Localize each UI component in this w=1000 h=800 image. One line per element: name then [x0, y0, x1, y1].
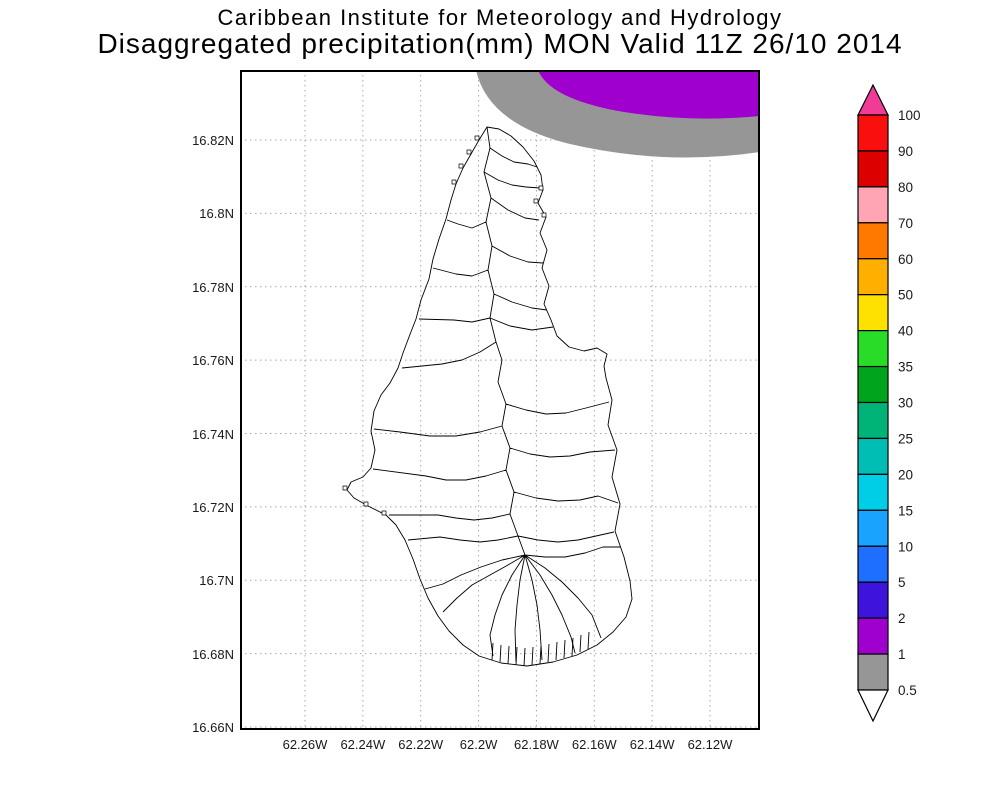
colorbar-label: 35: [898, 360, 913, 375]
colorbar-label: 5: [898, 575, 906, 590]
colorbar-segment: [857, 437, 889, 475]
colorbar: 100 90 80 70 60 50 40 35 30 25 20 15 10 5 2 1 0.5: [857, 84, 921, 723]
colorbar-segment: [857, 509, 889, 547]
colorbar-segment: [857, 545, 889, 583]
lon-tick-label: 62.26W: [282, 737, 328, 752]
colorbar-arrow-below-min: [857, 689, 889, 723]
lat-tick-label: 16.76N: [192, 353, 234, 369]
lon-tick-label: 62.18W: [514, 737, 559, 752]
lat-tick-label: 16.7N: [199, 573, 234, 589]
colorbar-label: 15: [898, 503, 913, 518]
lat-tick-label: 16.8N: [199, 206, 234, 222]
lat-tick-label: 16.78N: [192, 279, 234, 295]
colorbar-segment: [857, 401, 889, 440]
colorbar-label: 0.5: [898, 683, 917, 698]
colorbar-label: 10: [898, 539, 913, 554]
lat-tick-label: 16.72N: [192, 499, 234, 515]
map-plot-area: [240, 70, 760, 730]
colorbar-label: 50: [898, 288, 913, 303]
colorbar-arrow-above-max: [857, 84, 889, 116]
lon-tick-label: 62.2W: [459, 737, 498, 752]
colorbar-label: 60: [898, 252, 913, 267]
coast-grid-markers: [342, 135, 547, 516]
lat-tick-label: 16.68N: [192, 646, 234, 662]
lat-tick-label: 16.82N: [192, 133, 234, 148]
colorbar-segment: [857, 150, 889, 188]
colorbar-segment: [857, 653, 889, 691]
south-coast-drainage-fringe: [491, 631, 590, 667]
colorbar-segment: [857, 365, 889, 404]
lon-tick-label: 62.14W: [629, 737, 675, 752]
colorbar-label: 2: [898, 611, 906, 626]
lon-tick-label: 62.12W: [687, 737, 733, 752]
colorbar-segment: [857, 186, 889, 224]
colorbar-segment: [857, 330, 889, 368]
colorbar-segment: [857, 114, 889, 152]
gridlines-group: [240, 70, 760, 730]
colorbar-label: 100: [898, 108, 921, 123]
colorbar-segment: [857, 222, 889, 260]
colorbar-segment: [857, 258, 889, 296]
colorbar-label: 80: [898, 180, 913, 195]
lon-tick-label: 62.24W: [340, 737, 386, 752]
plot-title: Disaggregated precipitation(mm) MON Vali…: [97, 28, 903, 59]
lon-tick-label: 62.16W: [571, 737, 617, 752]
precip-region-1-2mm: [538, 70, 760, 119]
colorbar-label: 25: [898, 431, 913, 446]
colorbar-segment: [857, 581, 889, 619]
map-svg: [240, 70, 760, 730]
island-montserrat: [342, 126, 633, 667]
plot-frame: [240, 70, 760, 730]
island-coastline: [346, 126, 633, 667]
lat-tick-label: 16.66N: [192, 720, 234, 735]
colorbar-segment: [857, 294, 889, 332]
lat-tick-label: 16.74N: [192, 426, 234, 442]
colorbar-segment: [857, 617, 889, 655]
colorbar-label: 1: [898, 647, 906, 662]
colorbar-label: 40: [898, 324, 913, 339]
colorbar-label: 70: [898, 216, 913, 231]
colorbar-label: 90: [898, 144, 913, 159]
colorbar-segment: [857, 473, 889, 511]
colorbar-label: 20: [898, 467, 913, 482]
institute-title: Caribbean Institute for Meteorology and …: [217, 5, 783, 30]
lon-tick-label: 62.22W: [398, 737, 444, 752]
watershed-boundaries: [372, 126, 621, 663]
colorbar-label: 30: [898, 396, 913, 411]
